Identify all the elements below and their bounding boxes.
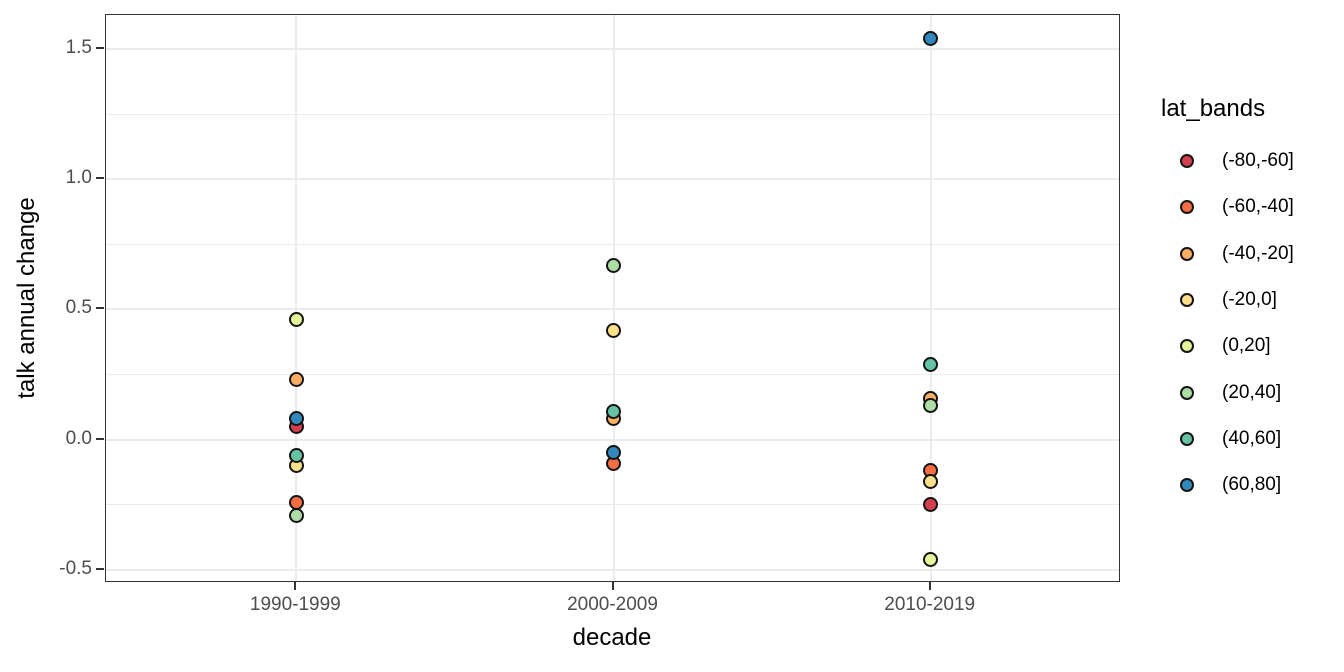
legend-item-label: (-60,-40]: [1222, 196, 1294, 218]
legend-key-swatch: [1180, 154, 1194, 168]
legend-key-swatch: [1180, 385, 1194, 400]
y-tick-label: 1.0: [65, 167, 92, 189]
y-tick-mark: [96, 567, 104, 570]
legend-item: (0,20]: [1180, 334, 1271, 358]
x-tick-mark: [294, 582, 297, 590]
legend-title: lat_bands: [1161, 95, 1266, 122]
y-tick-label: 0.5: [65, 297, 92, 319]
legend-item: (-40,-20]: [1180, 242, 1294, 266]
legend-key-swatch: [1180, 292, 1194, 307]
legend-item-label: (-40,-20]: [1222, 242, 1294, 264]
x-tick-label: 2000-2009: [567, 594, 658, 615]
x-tick-label: 2010-2019: [884, 594, 976, 615]
data-point: [606, 257, 621, 273]
gridline-vertical: [295, 15, 298, 581]
y-axis-title: talk annual change: [13, 197, 40, 399]
data-point: [288, 447, 304, 463]
y-tick-label: 1.5: [65, 36, 92, 58]
data-point: [288, 312, 304, 328]
data-point: [923, 30, 939, 46]
data-point: [288, 372, 304, 388]
gridline-vertical: [612, 15, 615, 581]
legend-item: (20,40]: [1180, 381, 1281, 405]
data-point: [923, 552, 939, 568]
legend-item-label: (20,40]: [1222, 381, 1282, 403]
legend-item: (-20,0]: [1180, 288, 1277, 312]
plot-panel: [105, 14, 1120, 582]
y-tick-mark: [96, 437, 104, 440]
x-tick-label: 1990-1999: [249, 594, 341, 615]
legend-item: (40,60]: [1180, 427, 1281, 451]
legend-key-swatch: [1180, 431, 1194, 446]
legend-item: (60,80]: [1180, 473, 1281, 497]
legend-item: (-80,-60]: [1180, 149, 1294, 173]
legend-item-label: (-20,0]: [1222, 288, 1277, 310]
y-tick-label: 0.0: [65, 427, 92, 449]
y-tick-mark: [96, 177, 104, 180]
legend-item: (-60,-40]: [1180, 195, 1294, 219]
y-tick-mark: [96, 46, 104, 49]
data-point: [923, 356, 939, 372]
legend-key-swatch: [1180, 339, 1194, 354]
data-point: [923, 398, 939, 414]
y-tick-label: -0.5: [59, 557, 92, 579]
data-point: [288, 411, 304, 427]
legend-key-swatch: [1180, 200, 1194, 215]
x-tick-mark: [928, 582, 931, 590]
data-point: [923, 497, 939, 513]
data-point: [606, 403, 621, 419]
gridline-vertical: [929, 15, 932, 581]
legend-item-label: (60,80]: [1222, 474, 1282, 496]
y-tick-mark: [96, 307, 104, 310]
data-point: [288, 507, 304, 523]
legend-item-label: (40,60]: [1222, 427, 1282, 449]
legend-item-label: (-80,-60]: [1222, 150, 1294, 171]
data-point: [606, 445, 621, 461]
legend-key-swatch: [1180, 246, 1194, 261]
x-tick-mark: [611, 582, 614, 590]
data-point: [606, 322, 621, 338]
legend-key-swatch: [1180, 478, 1194, 493]
x-axis-title: decade: [572, 624, 652, 651]
data-point: [923, 473, 939, 489]
legend-item-label: (0,20]: [1222, 335, 1271, 357]
